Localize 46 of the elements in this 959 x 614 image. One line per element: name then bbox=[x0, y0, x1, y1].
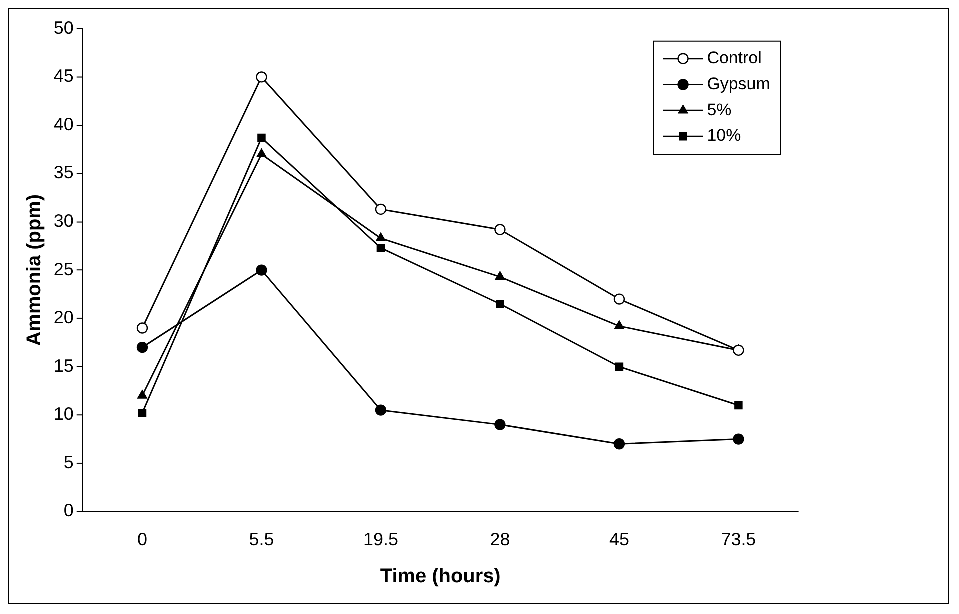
point bbox=[733, 344, 744, 356]
x-tick-label: 5.5 bbox=[249, 529, 274, 550]
y-tick-label: 40 bbox=[54, 114, 74, 134]
y-tick-label: 15 bbox=[54, 356, 74, 376]
point bbox=[375, 204, 387, 216]
point bbox=[258, 134, 266, 142]
point bbox=[614, 294, 626, 305]
x-tick-label: 73.5 bbox=[721, 529, 756, 550]
legend-label: 5% bbox=[707, 100, 732, 120]
point bbox=[256, 264, 268, 276]
y-tick-label: 50 bbox=[54, 18, 74, 38]
point bbox=[614, 438, 626, 450]
point bbox=[496, 300, 504, 308]
legend-label: Control bbox=[707, 48, 762, 68]
legend-label: 10% bbox=[707, 126, 742, 146]
x-tick-label: 28 bbox=[490, 529, 510, 550]
point bbox=[376, 232, 386, 242]
y-tick-label: 30 bbox=[54, 211, 74, 231]
point bbox=[614, 320, 624, 330]
point bbox=[615, 362, 624, 371]
point bbox=[734, 401, 743, 410]
y-tick-label: 35 bbox=[54, 162, 74, 183]
point bbox=[138, 409, 147, 418]
point bbox=[136, 322, 148, 334]
legend-label: Gypsum bbox=[707, 74, 770, 94]
x-tick-label: 0 bbox=[137, 529, 148, 550]
point bbox=[256, 72, 268, 83]
y-tick-label: 20 bbox=[54, 308, 74, 328]
point bbox=[138, 390, 148, 399]
y-axis-title: Ammonia (ppm) bbox=[23, 194, 46, 346]
point bbox=[136, 342, 148, 354]
point bbox=[495, 271, 506, 280]
x-axis-title: Time (hours) bbox=[380, 566, 501, 588]
point bbox=[375, 404, 387, 416]
y-tick-label: 45 bbox=[54, 66, 74, 86]
x-tick-label: 45 bbox=[609, 529, 630, 550]
x-tick-label: 19.5 bbox=[364, 529, 398, 550]
point bbox=[494, 419, 506, 430]
point bbox=[733, 434, 744, 445]
y-tick-label: 0 bbox=[64, 500, 74, 521]
y-tick-label: 25 bbox=[54, 259, 74, 280]
y-tick-label: 10 bbox=[54, 404, 74, 424]
point bbox=[376, 244, 386, 252]
y-tick-label: 5 bbox=[64, 452, 74, 472]
point bbox=[256, 148, 267, 158]
point bbox=[494, 224, 506, 236]
